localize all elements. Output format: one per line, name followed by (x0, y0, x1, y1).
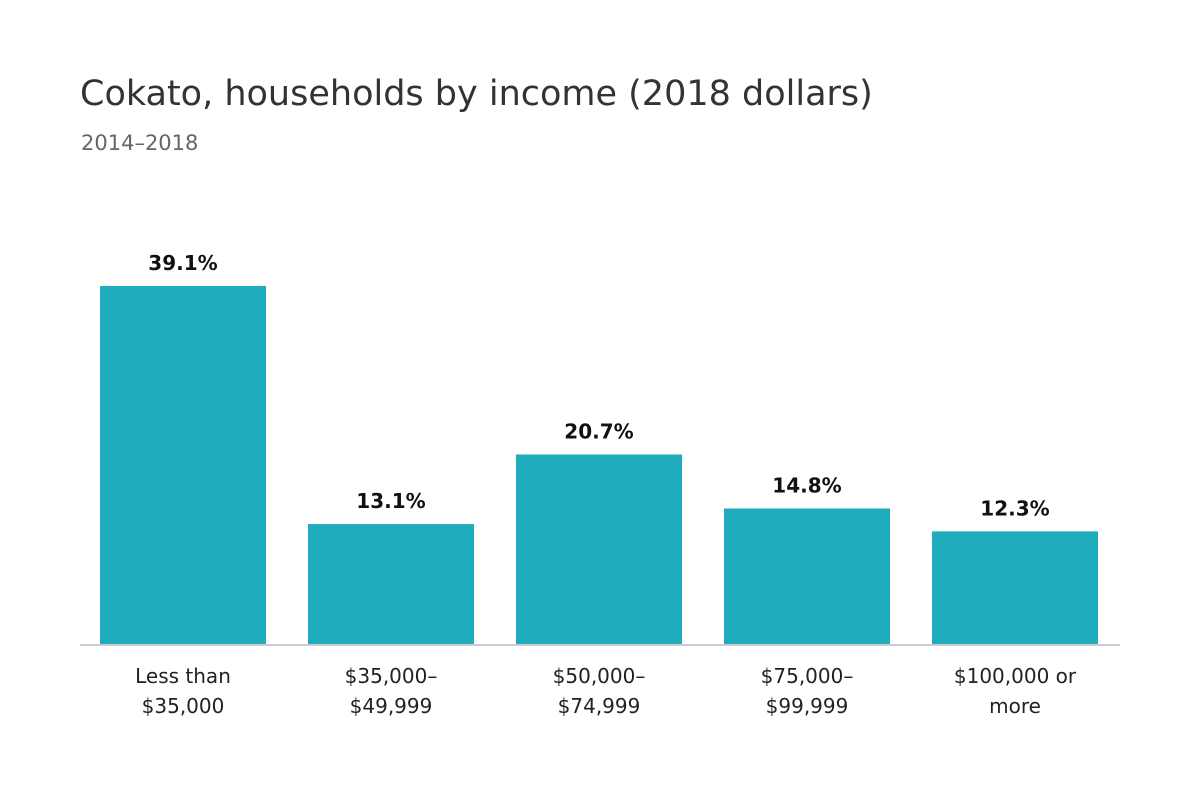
chart-title: Cokato, households by income (2018 dolla… (80, 74, 873, 114)
labels-layer: 39.1% Less than $35,000 13.1% $35,000– $49,99… (135, 251, 1077, 718)
x-tick-label-5-line-1: $100,000 or (954, 664, 1077, 688)
x-tick-label-4-line-2: $99,999 (766, 694, 849, 718)
x-tick-label-1-line-2: $35,000 (142, 694, 225, 718)
bar-1 (100, 286, 266, 644)
bars-layer (100, 286, 1098, 644)
data-label-1: 39.1% (148, 251, 217, 275)
x-tick-label-3-line-2: $74,999 (558, 694, 641, 718)
data-label-2: 13.1% (356, 489, 425, 513)
x-tick-label-3-line-1: $50,000– (553, 664, 646, 688)
chart-subtitle: 2014–2018 (81, 131, 199, 155)
x-tick-label-5-line-2: more (989, 694, 1041, 718)
x-tick-label-4-line-1: $75,000– (761, 664, 854, 688)
x-tick-label-1-line-1: Less than (135, 664, 231, 688)
bar-4 (724, 508, 890, 644)
data-label-3: 20.7% (564, 419, 633, 443)
bar-3 (516, 454, 682, 644)
data-label-4: 14.8% (772, 473, 841, 497)
bar-5 (932, 531, 1098, 644)
x-tick-label-2-line-1: $35,000– (345, 664, 438, 688)
bar-2 (308, 524, 474, 644)
x-tick-label-2-line-2: $49,999 (350, 694, 433, 718)
data-label-5: 12.3% (980, 496, 1049, 520)
